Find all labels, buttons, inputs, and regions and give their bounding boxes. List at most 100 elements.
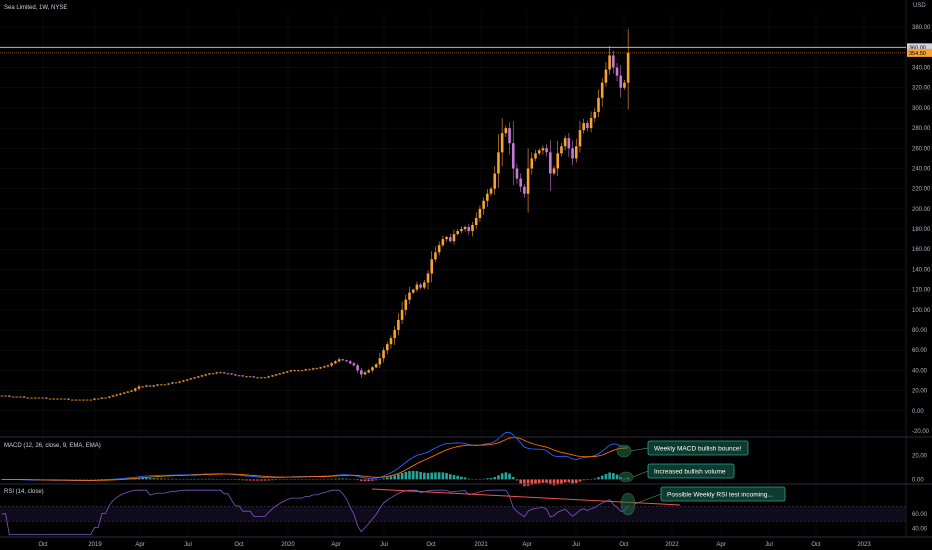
candle-body: [600, 82, 604, 98]
macd-histogram-bar: [374, 479, 378, 481]
last-price-box: [907, 48, 932, 57]
macd-histogram-bar: [334, 478, 337, 480]
candle-body: [96, 398, 100, 400]
candle-body: [623, 82, 626, 88]
candle-body: [589, 118, 593, 129]
candle-body: [345, 360, 348, 362]
macd-histogram-bar: [148, 478, 152, 480]
x-tick-label: Apr: [331, 542, 340, 548]
x-tick-label: 2019: [88, 542, 102, 548]
x-tick-label: 2023: [857, 542, 871, 548]
macd-histogram-bar: [259, 479, 263, 481]
candle-body: [63, 398, 67, 400]
macd-histogram-bar: [159, 478, 163, 480]
macd-histogram-bar: [256, 479, 259, 481]
candle-body: [78, 399, 81, 401]
macd-tick-label: 0.00: [912, 477, 924, 483]
candle-body: [22, 396, 26, 398]
candle-body: [141, 386, 144, 388]
candle-body: [574, 146, 578, 159]
macd-histogram-bar: [196, 478, 200, 480]
macd-histogram-bar: [411, 470, 415, 480]
macd-histogram-bar: [345, 478, 348, 480]
macd-histogram-bar: [586, 479, 589, 481]
macd-histogram-bar: [441, 472, 445, 480]
candle-body: [437, 245, 441, 253]
macd-histogram-bar: [463, 477, 467, 480]
candle-body: [259, 377, 263, 379]
annotation-highlight: [618, 471, 634, 483]
candle-body: [322, 366, 326, 368]
candle-body: [534, 153, 537, 159]
candle-body: [185, 379, 189, 381]
candle-body: [252, 376, 256, 378]
candle-body: [326, 365, 330, 367]
candle-body: [360, 370, 363, 375]
macd-histogram-bar: [252, 479, 256, 481]
y-tick-label: 160.00: [912, 247, 931, 253]
candle-body: [145, 385, 148, 387]
macd-histogram-bar: [600, 475, 604, 480]
candle-body: [471, 225, 474, 232]
candle-body: [93, 398, 96, 400]
y-tick-label: 20.00: [912, 389, 928, 395]
x-tick-label: Apr: [135, 542, 144, 548]
annotations: Weekly MACD bullish bounce! Increased bul…: [616, 440, 786, 516]
macd-histogram-bar: [408, 471, 411, 480]
candle-body: [445, 237, 448, 240]
annotation-text: Possible Weekly RSI test incoming...: [667, 492, 773, 499]
candle-body: [330, 363, 333, 366]
y-tick-label: 280.00: [912, 126, 931, 132]
candle-body: [334, 361, 337, 364]
macd-histogram-bar: [434, 472, 437, 480]
x-tick-label: Oct: [426, 542, 436, 548]
candle-body: [41, 397, 44, 399]
candle-body: [311, 368, 315, 370]
y-tick-label: 140.00: [912, 267, 931, 273]
macd-histogram-bar: [482, 478, 485, 480]
macd-histogram-bar: [493, 477, 497, 480]
macd-histogram-bar: [534, 479, 537, 484]
candle-body: [389, 338, 393, 345]
candle-body: [452, 234, 456, 242]
macd-histogram-bar: [393, 475, 396, 480]
candle-body: [111, 395, 115, 397]
macd-histogram-bar: [274, 479, 278, 481]
candle-body: [219, 372, 222, 374]
macd-histogram-bar: [145, 477, 148, 480]
candle-body: [15, 396, 18, 398]
macd-histogram-bar: [467, 478, 471, 480]
macd-histogram-bar: [530, 479, 534, 485]
candle-body: [293, 370, 296, 372]
annotation-connector: [634, 493, 662, 505]
candle-body: [33, 397, 37, 399]
macd-histogram-bar: [560, 479, 563, 484]
candle-body: [423, 282, 426, 288]
candle-body: [208, 373, 211, 375]
candle-body: [289, 370, 293, 372]
candle-body: [545, 148, 548, 153]
x-tick-label: Apr: [522, 542, 531, 548]
candle-body: [30, 397, 33, 399]
candle-body: [563, 138, 567, 147]
high-price-box: [907, 43, 932, 52]
rsi-tick-label: 40.00: [912, 527, 928, 533]
candle-body: [341, 359, 345, 361]
candle-body: [11, 396, 15, 398]
candle-body: [415, 284, 419, 290]
y-tick-label: 340.00: [912, 66, 931, 72]
candle-body: [374, 364, 378, 368]
macd-histogram-bar: [511, 476, 515, 480]
candle-body: [523, 186, 526, 194]
candle-body: [230, 373, 233, 375]
macd-histogram-bar: [545, 479, 548, 483]
y-tick-label: 260.00: [912, 146, 931, 152]
macd-signal-line: [1, 437, 629, 481]
candle-body: [456, 231, 459, 235]
macd-histogram-bar: [549, 479, 552, 485]
macd-histogram-bar: [211, 478, 215, 480]
annotation-connector: [632, 470, 649, 478]
macd-histogram-bar: [430, 472, 434, 480]
